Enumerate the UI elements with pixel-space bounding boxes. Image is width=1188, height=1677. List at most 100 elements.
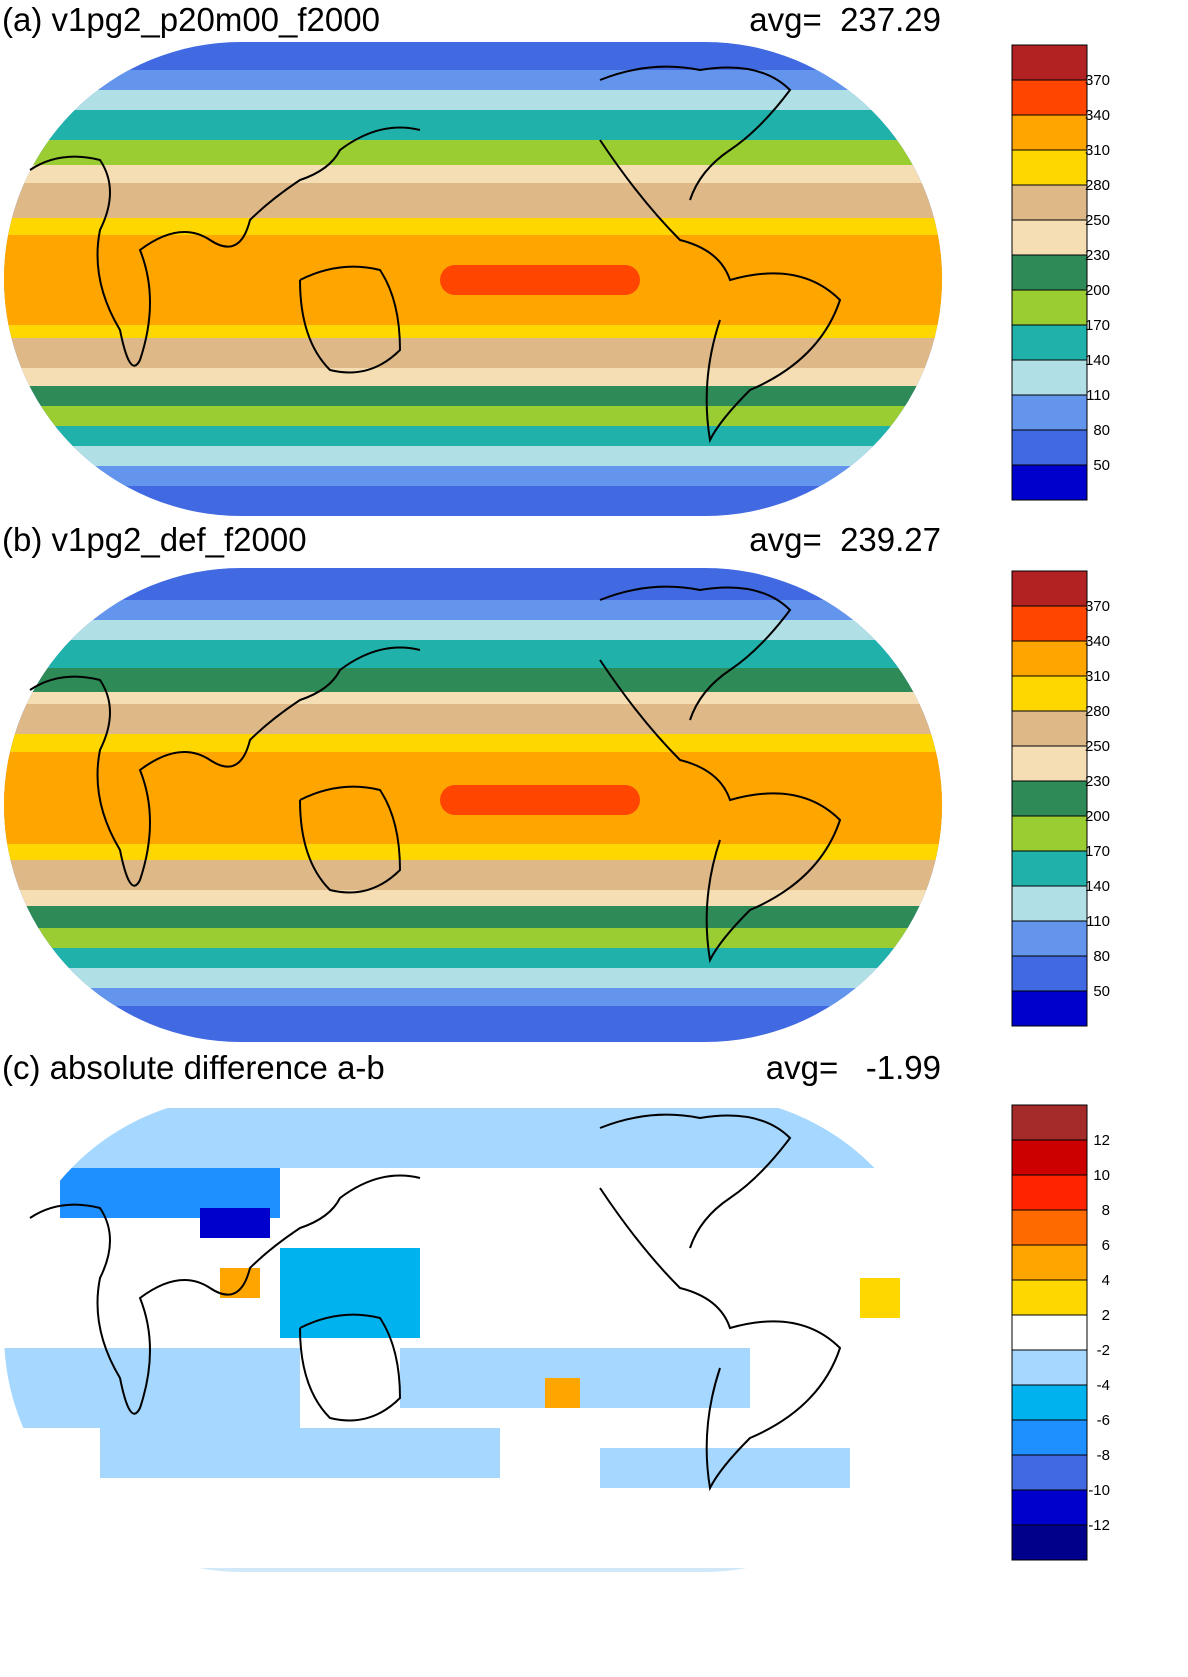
world-map: [4, 1096, 942, 1572]
colorbar-label: -10: [1088, 1482, 1110, 1499]
colorbar-label: 80: [1093, 422, 1110, 439]
panel-title: (a) v1pg2_p20m00_f2000: [2, 1, 380, 38]
panel-average: avg= -1.99: [766, 1048, 941, 1088]
colorbar-box: [1011, 710, 1088, 747]
colorbar-box: [1011, 1419, 1088, 1456]
panel-b: (b) v1pg2_def_f2000 avg= 239.27: [0, 520, 1188, 1048]
colorbar-box: [1011, 640, 1088, 677]
colorbar: 12 10 8 6 4 2 -2 -4 -6 -8 -10 -12: [1011, 1104, 1110, 1561]
colorbar-label: 12: [1093, 1132, 1110, 1149]
colorbar-label: -8: [1097, 1447, 1110, 1464]
coastlines: [29, 1113, 842, 1492]
colorbar-box: [1011, 885, 1088, 922]
colorbar-label: 170: [1085, 317, 1110, 334]
colorbar-box: [1011, 324, 1088, 361]
coastlines: [29, 65, 842, 444]
colorbar-label: 310: [1085, 668, 1110, 685]
colorbar-box: [1011, 44, 1088, 81]
colorbar-box: [1011, 955, 1088, 992]
colorbar-box: [1011, 394, 1088, 431]
colorbar-label: 50: [1093, 457, 1110, 474]
colorbar-box: [1011, 850, 1088, 887]
colorbar-label: 280: [1085, 703, 1110, 720]
avg-value: 237.29: [840, 1, 941, 38]
colorbar-box: [1011, 1139, 1088, 1176]
colorbar-box: [1011, 1314, 1088, 1351]
colorbar-box: [1011, 745, 1088, 782]
colorbar-label: 10: [1093, 1167, 1110, 1184]
colorbar-label: 230: [1085, 247, 1110, 264]
colorbar-label: 6: [1102, 1237, 1110, 1254]
colorbar-label: 4: [1102, 1272, 1110, 1289]
colorbar-label: 230: [1085, 773, 1110, 790]
colorbar-box: [1011, 1489, 1088, 1526]
colorbar-box: [1011, 1244, 1088, 1281]
colorbar-label: -2: [1097, 1342, 1110, 1359]
colorbar-box: [1011, 570, 1088, 607]
colorbar-label: 370: [1085, 72, 1110, 89]
panel-title: (b) v1pg2_def_f2000: [2, 521, 307, 558]
field-bands: [4, 568, 942, 1042]
colorbar-box: [1011, 219, 1088, 256]
colorbar-box: [1011, 1349, 1088, 1386]
panel-title: (c) absolute difference a-b: [2, 1049, 385, 1086]
coastlines: [29, 585, 842, 964]
colorbar-box: [1011, 464, 1088, 501]
colorbar-label: -4: [1097, 1377, 1110, 1394]
colorbar-box: [1011, 429, 1088, 466]
avg-label: avg=: [749, 1, 822, 38]
field-bands: [4, 42, 942, 516]
colorbar-label: 80: [1093, 948, 1110, 965]
avg-label: avg=: [765, 1049, 839, 1086]
colorbar-box: [1011, 254, 1088, 291]
world-map: [4, 42, 942, 516]
colorbar-box: [1011, 184, 1088, 221]
colorbar-label: 140: [1085, 352, 1110, 369]
colorbar-box: [1011, 1279, 1088, 1316]
panel-c: (c) absolute difference a-b avg= -1.99: [0, 1048, 1188, 1677]
world-map: [4, 568, 942, 1042]
colorbar-box: [1011, 114, 1088, 151]
avg-label: avg=: [749, 521, 822, 558]
colorbar-label: 310: [1085, 142, 1110, 159]
colorbar: 370 340 310 280 250 230 200 170 140 110 80 50: [1011, 570, 1110, 1027]
colorbar-label: 170: [1085, 843, 1110, 860]
colorbar-label: 110: [1086, 387, 1110, 404]
panel-a: (a) v1pg2_p20m00_f2000 avg= 237.29: [0, 0, 1188, 520]
colorbar-label: 140: [1085, 878, 1110, 895]
colorbar-box: [1011, 675, 1088, 712]
colorbar-box: [1011, 1384, 1088, 1421]
colorbar-box: [1011, 1209, 1088, 1246]
colorbar-box: [1011, 815, 1088, 852]
field-patches: [4, 1096, 942, 1572]
colorbar-label: 200: [1085, 808, 1110, 825]
colorbar-label: 280: [1085, 177, 1110, 194]
colorbar-box: [1011, 1104, 1088, 1141]
panel-average: avg= 237.29: [749, 0, 941, 40]
colorbar-box: [1011, 79, 1088, 116]
colorbar-box: [1011, 359, 1088, 396]
colorbar-label: 200: [1085, 282, 1110, 299]
colorbar-box: [1011, 289, 1088, 326]
panel-average: avg= 239.27: [749, 520, 941, 560]
colorbar-label: 50: [1093, 983, 1110, 1000]
colorbar-label: 250: [1085, 738, 1110, 755]
colorbar-label: 2: [1102, 1307, 1110, 1324]
colorbar-box: [1011, 149, 1088, 186]
colorbar-box: [1011, 1174, 1088, 1211]
colorbar-box: [1011, 1454, 1088, 1491]
colorbar-label: 250: [1085, 212, 1110, 229]
avg-value: -1.99: [856, 1049, 941, 1086]
colorbar-label: 340: [1085, 633, 1110, 650]
colorbar: 370 340 310 280 250 230 200 170 140 110 80 50: [1011, 44, 1110, 501]
colorbar-label: 8: [1102, 1202, 1110, 1219]
colorbar-label: 340: [1085, 107, 1110, 124]
colorbar-label: 110: [1086, 913, 1110, 930]
colorbar-box: [1011, 780, 1088, 817]
colorbar-label: -12: [1088, 1517, 1110, 1534]
avg-value: 239.27: [840, 521, 941, 558]
colorbar-box: [1011, 920, 1088, 957]
colorbar-label: -6: [1097, 1412, 1110, 1429]
colorbar-box: [1011, 990, 1088, 1027]
colorbar-label: 370: [1085, 598, 1110, 615]
